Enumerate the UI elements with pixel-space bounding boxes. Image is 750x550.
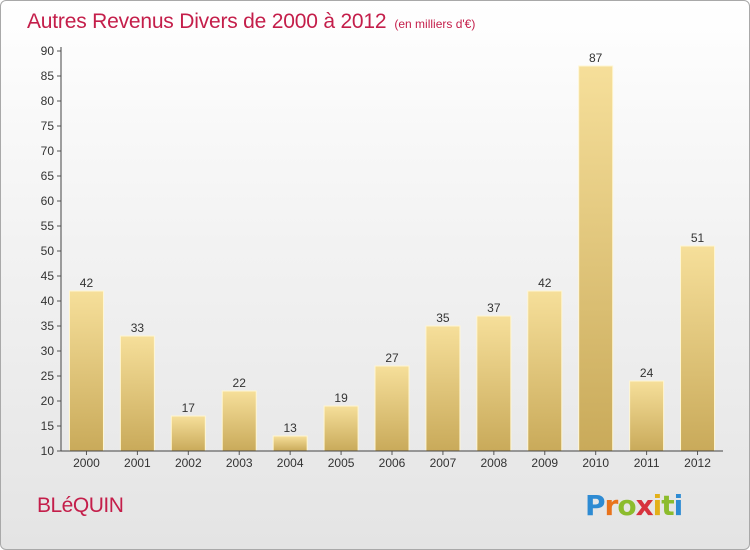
chart-subtitle: (en milliers d'€) bbox=[394, 17, 476, 31]
x-tick-label: 2007 bbox=[430, 456, 457, 470]
bar-value-label: 17 bbox=[182, 401, 196, 415]
bar-2003 bbox=[221, 390, 257, 452]
y-tick-label: 80 bbox=[41, 94, 55, 108]
y-tick-label: 20 bbox=[41, 394, 55, 408]
y-tick-label: 90 bbox=[41, 44, 55, 58]
x-tick-label: 2001 bbox=[124, 456, 151, 470]
bar-value-label: 24 bbox=[640, 366, 654, 380]
place-name: BLéQUIN bbox=[37, 494, 124, 517]
y-tick-label: 60 bbox=[41, 194, 55, 208]
y-tick-label: 70 bbox=[41, 144, 55, 158]
chart-title-text: Autres Revenus Divers de 2000 à 2012 bbox=[27, 10, 387, 33]
bar-2006 bbox=[374, 365, 410, 452]
x-tick-label: 2006 bbox=[379, 456, 406, 470]
bar-2009 bbox=[527, 290, 563, 452]
y-tick-label: 30 bbox=[41, 344, 55, 358]
bar-value-label: 42 bbox=[80, 276, 94, 290]
x-tick-label: 2003 bbox=[226, 456, 253, 470]
bar-value-label: 51 bbox=[691, 231, 705, 245]
bar-value-label: 87 bbox=[589, 51, 603, 65]
bar-value-label: 27 bbox=[385, 351, 399, 365]
bar-2008 bbox=[476, 315, 512, 452]
x-tick-label: 2012 bbox=[684, 456, 711, 470]
y-tick-label: 10 bbox=[41, 444, 55, 458]
bar-2010 bbox=[578, 65, 614, 452]
y-tick-label: 25 bbox=[41, 369, 55, 383]
bar-value-label: 22 bbox=[233, 376, 247, 390]
bar-value-label: 19 bbox=[334, 391, 348, 405]
proxiti-logo: Proxiti bbox=[585, 489, 683, 522]
y-tick-label: 55 bbox=[41, 219, 55, 233]
bar-value-label: 33 bbox=[131, 321, 145, 335]
y-tick-label: 45 bbox=[41, 269, 55, 283]
y-tick-label: 85 bbox=[41, 69, 55, 83]
bar-value-label: 13 bbox=[283, 421, 297, 435]
y-tick-label: 40 bbox=[41, 294, 55, 308]
x-tick-label: 2011 bbox=[634, 456, 660, 470]
x-tick-label: 2000 bbox=[73, 456, 100, 470]
y-tick-label: 50 bbox=[41, 244, 55, 258]
y-tick-label: 35 bbox=[41, 319, 55, 333]
bar-2001 bbox=[119, 335, 155, 452]
x-tick-label: 2010 bbox=[582, 456, 609, 470]
y-tick-label: 75 bbox=[41, 119, 55, 133]
bar-2002 bbox=[170, 415, 206, 452]
bar-2000 bbox=[68, 290, 104, 452]
bar-2004 bbox=[272, 435, 308, 452]
x-tick-label: 2008 bbox=[480, 456, 507, 470]
x-tick-label: 2004 bbox=[277, 456, 304, 470]
bar-2007 bbox=[425, 325, 461, 452]
chart-title: Autres Revenus Divers de 2000 à 2012 (en … bbox=[27, 10, 475, 34]
x-tick-label: 2002 bbox=[175, 456, 202, 470]
x-tick-label: 2005 bbox=[328, 456, 355, 470]
bar-value-label: 42 bbox=[538, 276, 552, 290]
bar-2012 bbox=[680, 245, 716, 452]
bar-2005 bbox=[323, 405, 359, 452]
y-tick-label: 65 bbox=[41, 169, 55, 183]
bar-2011 bbox=[629, 380, 665, 452]
bar-value-label: 37 bbox=[487, 301, 501, 315]
x-tick-label: 2009 bbox=[531, 456, 558, 470]
y-tick-label: 15 bbox=[41, 419, 55, 433]
bar-value-label: 35 bbox=[436, 311, 450, 325]
